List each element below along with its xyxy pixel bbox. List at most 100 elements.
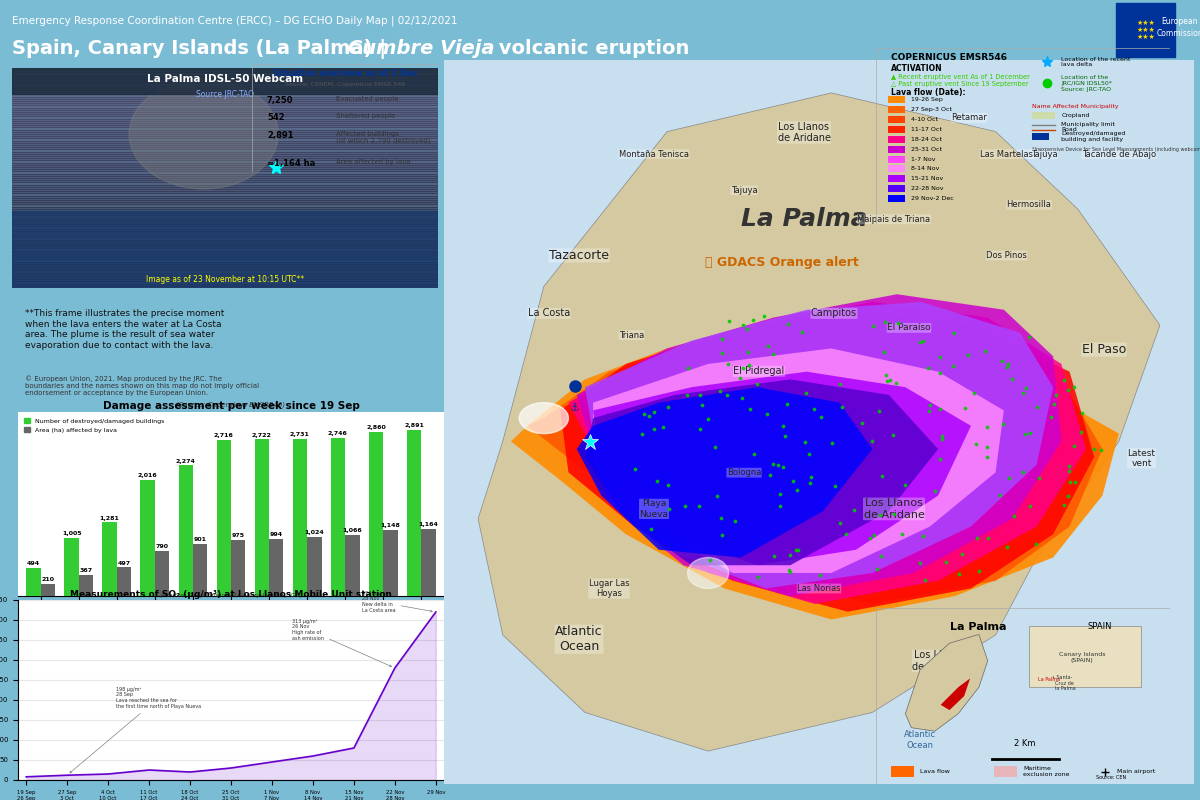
Text: 2 Km: 2 Km: [1014, 739, 1036, 748]
Text: △ Past eruptive vent Since 19 September: △ Past eruptive vent Since 19 September: [890, 81, 1028, 86]
Bar: [12, 138, 438, 141]
Polygon shape: [906, 634, 988, 731]
Bar: [890, 766, 914, 777]
Text: 2,016: 2,016: [138, 474, 157, 478]
Text: 994: 994: [270, 532, 283, 537]
Point: [1034, 391, 1054, 404]
Text: © European Union, 2021. Map produced by the JRC. The
boundaries and the names sh: © European Union, 2021. Map produced by …: [25, 375, 259, 396]
Bar: [12, 158, 438, 160]
Point: [900, 339, 919, 352]
Point: [680, 367, 700, 380]
Text: ▲ Recent eruptive vent As of 1 December: ▲ Recent eruptive vent As of 1 December: [890, 74, 1030, 79]
Text: El Pidregal: El Pidregal: [733, 366, 785, 376]
Point: [762, 300, 781, 313]
Bar: [12, 186, 438, 189]
Text: 2,891: 2,891: [404, 423, 424, 428]
Text: 367: 367: [79, 568, 92, 573]
Point: [950, 365, 970, 378]
Point: [854, 346, 874, 358]
Bar: [140, 480, 155, 596]
Point: [1056, 460, 1075, 473]
Point: [724, 387, 743, 400]
Point: [894, 518, 913, 531]
Point: [746, 291, 766, 304]
Point: [589, 388, 608, 401]
Polygon shape: [511, 326, 1118, 619]
Point: [890, 546, 910, 559]
Bar: [12, 92, 438, 94]
Text: • Santa-
  Cruz de
  la Palma: • Santa- Cruz de la Palma: [1052, 675, 1076, 691]
Text: 1-7 Nov: 1-7 Nov: [911, 157, 936, 162]
Bar: [888, 136, 906, 143]
Point: [775, 382, 794, 395]
Point: [913, 435, 932, 448]
Bar: [888, 97, 906, 103]
Point: [673, 498, 692, 511]
Bar: [12, 268, 438, 270]
Bar: [12, 81, 438, 83]
Point: [919, 546, 938, 559]
Point: [965, 433, 984, 446]
Point: [913, 382, 932, 395]
Point: [916, 414, 935, 427]
Bar: [12, 255, 438, 258]
Point: [1060, 358, 1079, 371]
Bar: [12, 107, 438, 110]
Bar: [12, 257, 438, 259]
Point: [614, 380, 634, 393]
Point: [858, 351, 877, 364]
Point: [934, 559, 953, 572]
Point: [875, 463, 894, 476]
Point: [986, 530, 1006, 543]
Text: Lava flow: Lava flow: [920, 769, 950, 774]
Bar: [12, 176, 438, 178]
Text: Source JRC-TAO: Source JRC-TAO: [196, 90, 254, 99]
Bar: [12, 211, 438, 214]
Bar: [12, 86, 438, 88]
Bar: [12, 286, 438, 288]
Bar: [12, 264, 438, 266]
Polygon shape: [569, 302, 1086, 604]
Bar: [12, 191, 438, 194]
Point: [772, 455, 791, 468]
Point: [868, 290, 887, 303]
Bar: [383, 530, 397, 596]
Bar: [12, 229, 438, 230]
Text: volcanic eruption: volcanic eruption: [492, 39, 689, 58]
Bar: [12, 125, 438, 127]
Polygon shape: [478, 93, 1160, 751]
Bar: [293, 439, 307, 596]
Text: 1,148: 1,148: [380, 523, 401, 528]
Point: [810, 516, 829, 529]
Text: Tajuya: Tajuya: [731, 186, 757, 195]
Bar: [12, 174, 438, 176]
Text: Area affected by lava: Area affected by lava: [336, 159, 410, 165]
Point: [840, 294, 859, 306]
Point: [1010, 305, 1030, 318]
Bar: [12, 72, 438, 74]
Point: [770, 462, 790, 474]
Bar: [12, 204, 438, 206]
Bar: [65, 538, 79, 596]
Point: [725, 315, 744, 328]
Text: Tajuya: Tajuya: [1031, 150, 1057, 158]
Text: ACTIVATION: ACTIVATION: [890, 64, 942, 73]
Point: [828, 398, 847, 410]
Polygon shape: [527, 318, 1103, 604]
Bar: [12, 165, 438, 167]
Bar: [12, 156, 438, 158]
Bar: [12, 277, 438, 279]
Point: [853, 290, 872, 302]
Text: La Palma: La Palma: [740, 207, 868, 231]
Bar: [888, 146, 906, 153]
Text: Maipais de Triana: Maipais de Triana: [858, 214, 930, 224]
Point: [863, 495, 882, 508]
Point: [782, 390, 802, 403]
Point: [1054, 476, 1073, 489]
Point: [1040, 367, 1060, 380]
Text: Sheltered people: Sheltered people: [336, 113, 395, 118]
Point: [804, 505, 823, 518]
Text: 25-31 Oct: 25-31 Oct: [911, 146, 942, 152]
Point: [636, 367, 655, 380]
Bar: [12, 98, 438, 101]
